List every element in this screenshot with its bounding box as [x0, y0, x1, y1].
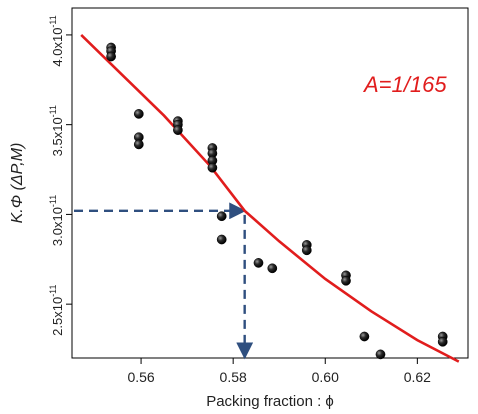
plot-frame — [71, 7, 469, 359]
data-point — [106, 51, 116, 62]
x-tick-label: 0.58 — [220, 369, 247, 385]
y-tick-label: 2.5x10-11 — [48, 284, 65, 335]
data-point — [375, 349, 386, 360]
fit-curve — [80, 33, 460, 363]
y-tick-label: 4.0x10-11 — [48, 15, 65, 66]
data-point — [133, 139, 144, 150]
data-point — [341, 275, 351, 286]
data-point — [359, 331, 370, 342]
y-tick-label: 3.5x10-11 — [48, 105, 65, 156]
x-axis-ticks: 0.56 0.58 0.60 0.62 — [127, 358, 431, 385]
y-axis-ticks: 2.5x10-11 3.0x10-11 3.5x10-11 4.0x10-11 — [48, 15, 72, 336]
x-tick-label: 0.62 — [404, 369, 431, 385]
data-point — [437, 336, 448, 347]
data-point — [267, 263, 278, 274]
data-point — [207, 162, 218, 173]
x-tick-label: 0.56 — [127, 369, 154, 385]
data-point — [173, 125, 183, 135]
data-point — [301, 245, 312, 256]
data-point — [216, 234, 227, 245]
data-point — [133, 109, 144, 119]
y-tick-label: 3.0x10-11 — [48, 195, 65, 246]
data-point — [253, 258, 264, 268]
x-axis-label: Packing fraction : ϕ — [206, 393, 334, 410]
data-point — [216, 211, 227, 222]
data-points — [106, 42, 448, 360]
y-axis-label: K.Φ (ΔP,M) — [9, 143, 26, 224]
annotation-label: A=1/165 — [362, 72, 447, 97]
dashed-guide-lines — [74, 202, 254, 360]
x-tick-label: 0.60 — [312, 369, 339, 385]
